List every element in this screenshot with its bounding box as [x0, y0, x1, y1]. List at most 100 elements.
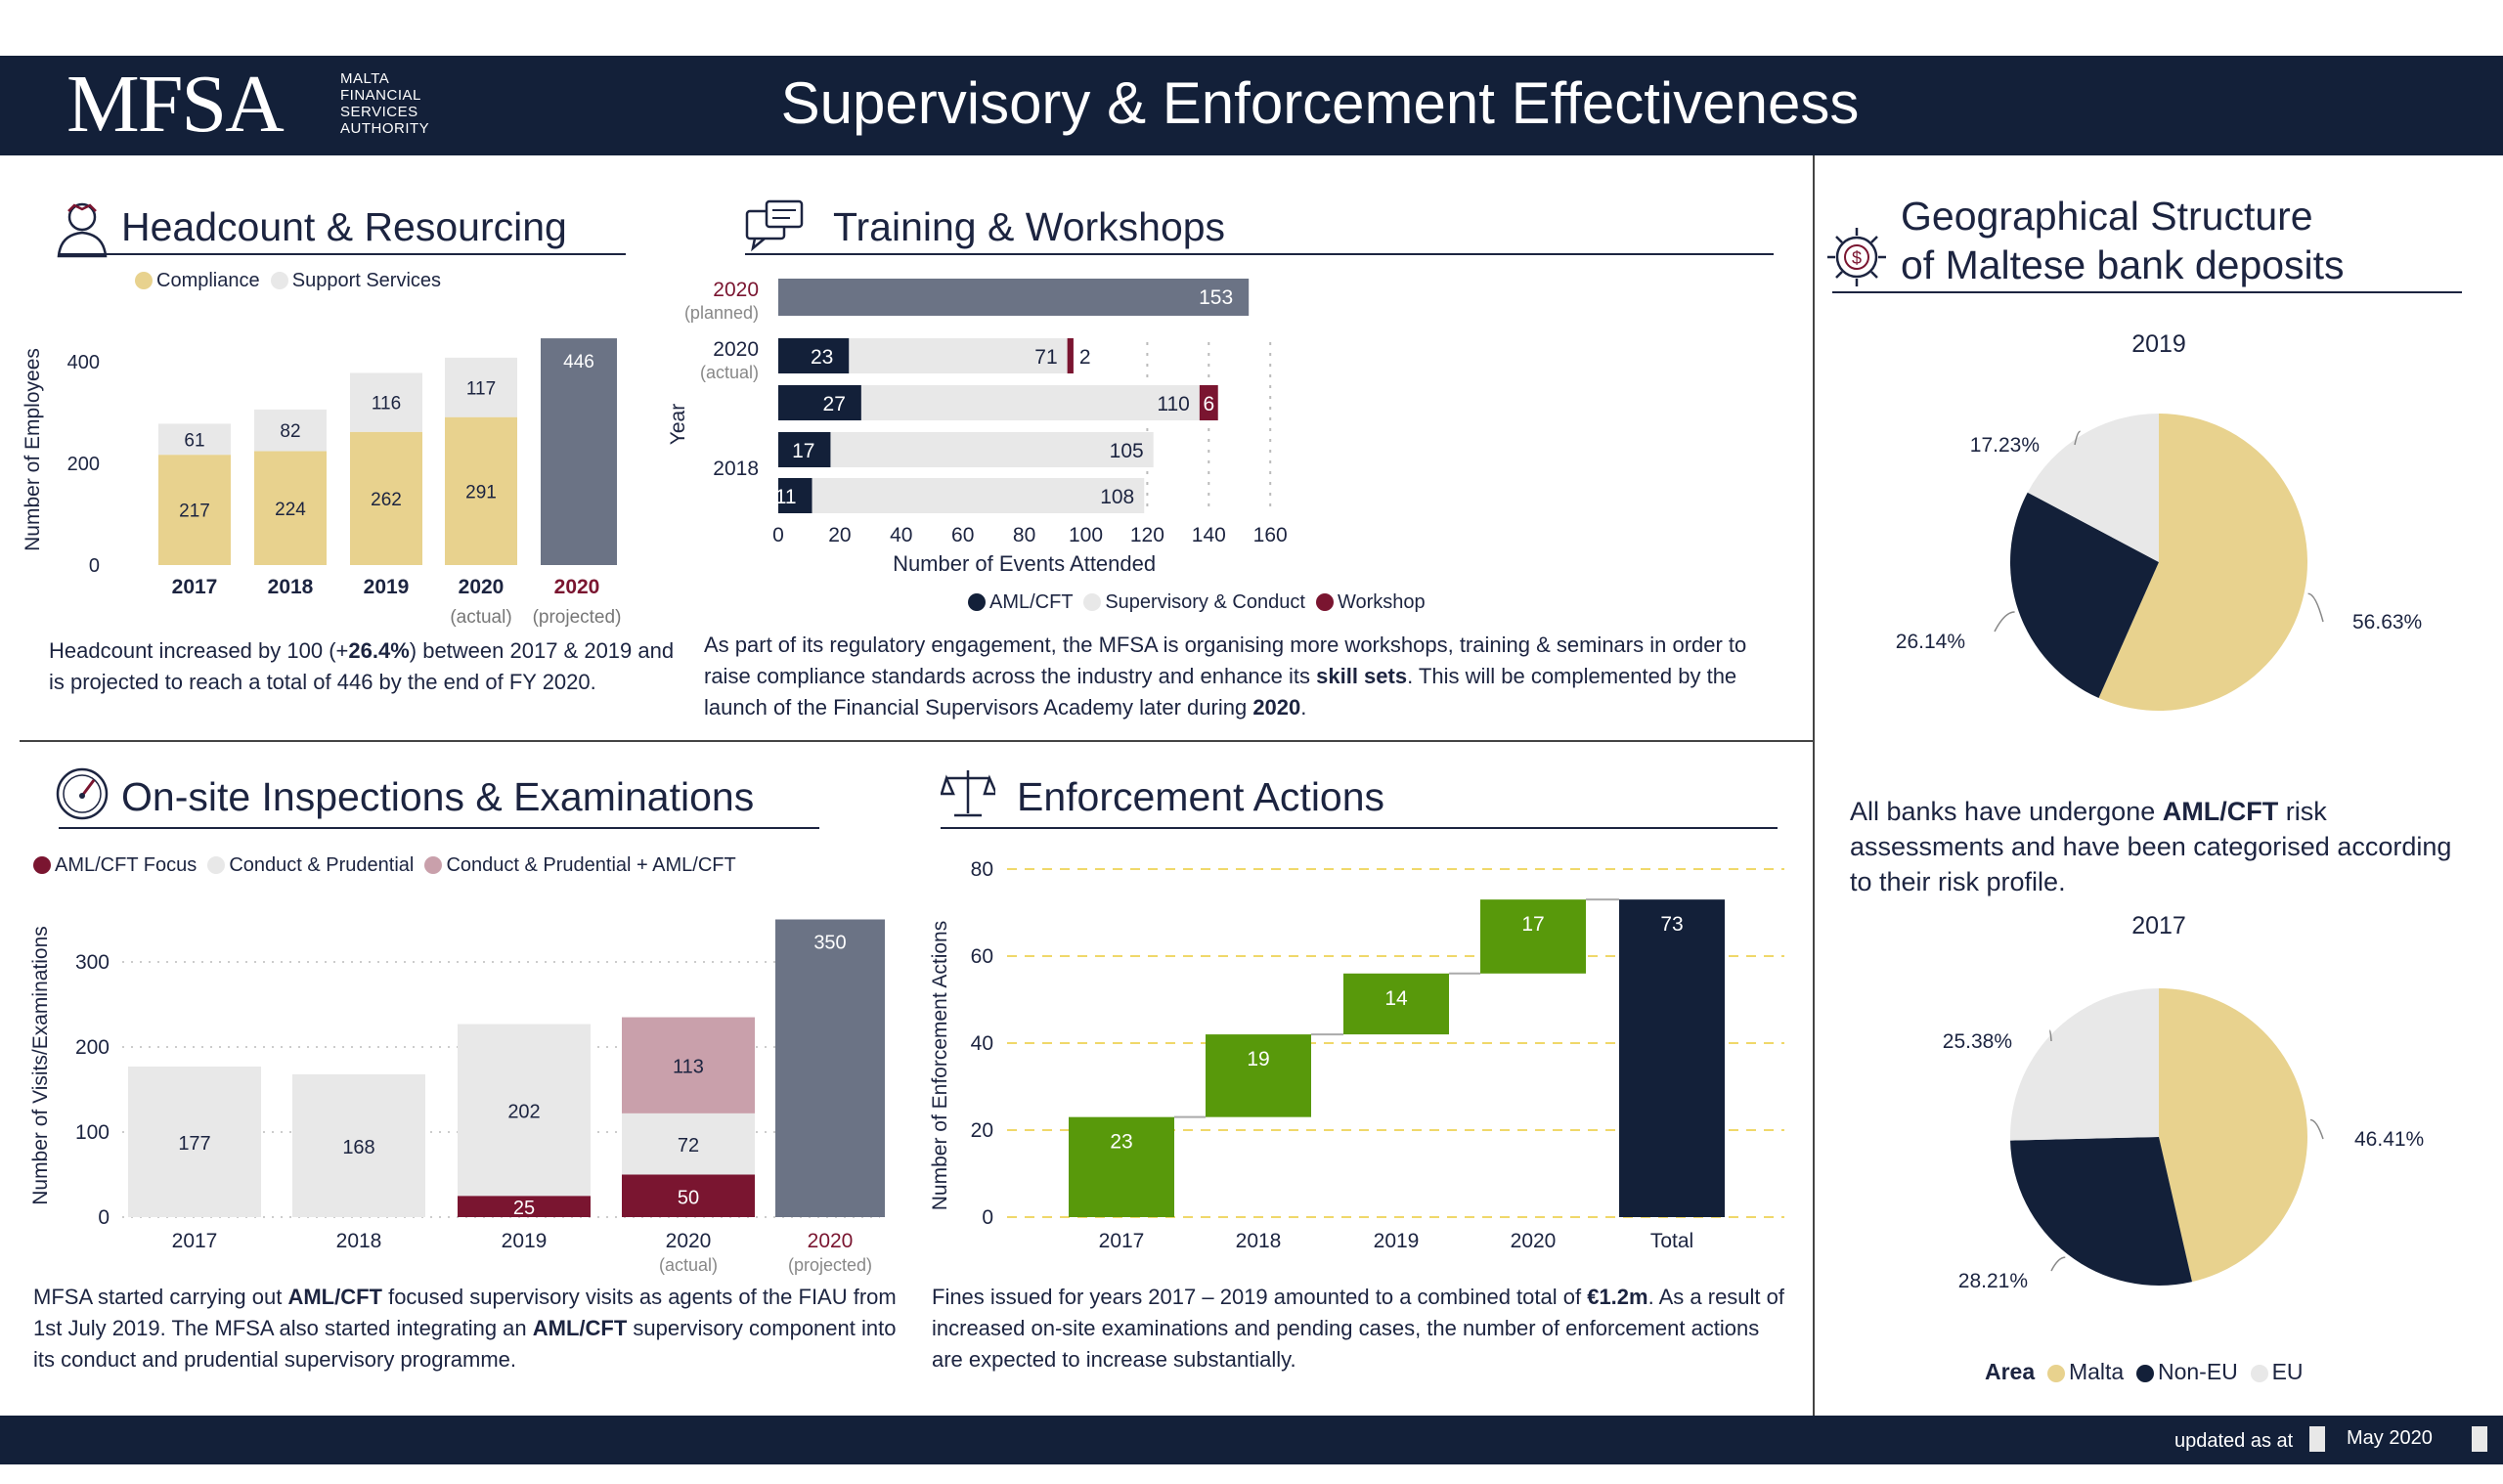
- x-tick-label: 2020: [666, 1230, 712, 1252]
- bar-label-compliance: 217: [179, 502, 210, 522]
- bar-support: [350, 372, 422, 432]
- bar-total: [1619, 899, 1725, 1217]
- bar-value-label: 2: [1079, 346, 1091, 369]
- bar-support: [158, 423, 231, 456]
- legend-label-noneu: Non-EU: [2157, 1359, 2238, 1384]
- bar-compliance: [158, 455, 231, 565]
- headcount-title-rule: [59, 253, 626, 255]
- legend-swatch-workshop: [1316, 593, 1334, 611]
- text-run: . This will be complemented by the launc…: [704, 664, 1737, 720]
- onsite-title: On-site Inspections & Examinations: [121, 774, 755, 819]
- bar-label-support: 61: [184, 430, 204, 451]
- bar-conduct: [458, 1024, 591, 1197]
- text-run-bold: AML/CFT: [532, 1316, 628, 1340]
- y-tick-label: 0: [982, 1206, 993, 1229]
- text-run: risk assessments and have been categoris…: [1850, 797, 2452, 896]
- legend-swatch-conduct-amlcft: [424, 856, 443, 874]
- updated-date: May 2020: [2347, 1427, 2433, 1449]
- gauge-icon: [56, 767, 109, 820]
- text-run: As part of its regulatory engagement, th…: [704, 633, 1747, 688]
- bar-support: [445, 357, 517, 417]
- bar-compliance: [254, 451, 327, 565]
- updated-label: updated as at: [2174, 1430, 2294, 1452]
- text-run-bold: €1.2m: [1587, 1285, 1648, 1309]
- pie-title: 2019: [2131, 330, 2186, 358]
- logo-sub-line: AUTHORITY: [340, 120, 430, 137]
- bar-conduct: [622, 1113, 755, 1175]
- bar-value-label: 168: [342, 1137, 374, 1158]
- bar-increment: [1069, 1116, 1174, 1217]
- svg-text:$: $: [1852, 248, 1862, 268]
- text-run: ) between 2017 & 2019 and is projected t…: [49, 638, 675, 694]
- y-tick-label: 2020: [713, 338, 759, 361]
- horizontal-divider: [20, 740, 1815, 742]
- geo-title-rule: [1832, 291, 2462, 293]
- bar-value-label: 113: [673, 1057, 704, 1078]
- y-axis-title: Year: [667, 404, 689, 445]
- logo-sub-line: FINANCIAL: [340, 87, 421, 104]
- legend-title: Area: [1985, 1359, 2036, 1384]
- bar-compliance: [445, 416, 517, 565]
- bar-value-label: 19: [1247, 1048, 1269, 1070]
- bar-increment: [1480, 899, 1586, 974]
- x-tick-label: 2020: [1511, 1230, 1557, 1252]
- legend-swatch-malta: [2046, 1365, 2065, 1382]
- legend-swatch-compliance: [135, 272, 153, 289]
- legend-swatch-conduct: [207, 856, 226, 874]
- text-run-bold: AML/CFT: [287, 1285, 382, 1309]
- text-run-bold: 26.4%: [348, 638, 410, 663]
- onsite-legend: AML/CFT Focus Conduct & Prudential Condu…: [33, 852, 736, 878]
- geo-legend: Area Malta Non-EU EU: [1985, 1359, 2304, 1385]
- bar-value-label: 350: [813, 933, 846, 954]
- x-tick-label: 2018: [336, 1230, 382, 1252]
- bar-conduct-amlcft: [622, 1017, 755, 1113]
- legend-swatch-support: [270, 272, 288, 289]
- pie-leader-line: [2048, 1029, 2052, 1042]
- x-tick-label: 2019: [1374, 1230, 1420, 1252]
- y-tick-label: 300: [75, 951, 110, 974]
- x-tick-label: Total: [1650, 1230, 1693, 1252]
- pie-slice-noneu: [2010, 492, 2159, 699]
- x-tick-label: 140: [1192, 524, 1226, 546]
- text-run: All banks have undergone: [1850, 797, 2163, 826]
- pie-slice-malta: [2098, 414, 2307, 711]
- x-tick-label: 2019: [364, 576, 410, 598]
- y-tick-label: 400: [67, 352, 100, 373]
- legend-label-amlcft-focus: AML/CFT Focus: [55, 854, 198, 876]
- footer-marker: [2472, 1426, 2487, 1452]
- y-tick-label: 0: [98, 1206, 110, 1229]
- bar-value-label: 105: [1110, 440, 1144, 462]
- y-tick-label: 200: [75, 1036, 110, 1059]
- x-tick-label: 2017: [172, 1230, 218, 1252]
- headcount-title: Headcount & Resourcing: [121, 204, 567, 249]
- x-tick-sublabel: (projected): [788, 1255, 872, 1275]
- text-run: Headcount increased by 100 (+: [49, 638, 349, 663]
- bar-value-label: 73: [1660, 913, 1683, 936]
- legend-label-support: Support Services: [291, 270, 442, 291]
- legend-label-supervisory: Supervisory & Conduct: [1105, 591, 1305, 613]
- pie-slice-eu: [2027, 414, 2159, 562]
- enforcement-chart: 0 20 40 60 80 Number of Enforcement Actions 23…: [929, 858, 1784, 1252]
- y-axis-title: Number of Visits/Examinations: [29, 926, 52, 1205]
- y-tick-label: 2018: [713, 458, 759, 480]
- onsite-chart: 0 100 200 300 Number of Visits/Examinations 1…: [29, 919, 885, 1275]
- training-legend: AML/CFT Supervisory & Conduct Workshop: [968, 589, 1426, 615]
- legend-label-compliance: Compliance: [156, 270, 260, 291]
- pie-label: 25.38%: [1943, 1030, 2012, 1053]
- pie-2017-chart: 2017 46.41% 28.21% 25.38%: [1943, 912, 2424, 1292]
- x-tick-label: 2017: [172, 576, 218, 598]
- bar-label-projected: 446: [563, 352, 594, 372]
- bar-label-planned: 153: [1199, 286, 1233, 309]
- x-tick-label: 60: [951, 524, 974, 546]
- bar-projected: [775, 919, 885, 1217]
- bar-conduct: [292, 1073, 425, 1217]
- legend-label-workshop: Workshop: [1338, 591, 1426, 613]
- logo-subtitle: MALTA FINANCIAL SERVICES AUTHORITY: [340, 70, 429, 137]
- bar-segment-supervisory: [830, 432, 1154, 467]
- x-tick-label: 20: [828, 524, 851, 546]
- x-tick-label: 2020: [554, 576, 600, 598]
- x-tick-label: 2020: [808, 1230, 854, 1252]
- text-run: MFSA started carrying out: [33, 1285, 288, 1309]
- y-tick-sublabel: (actual): [700, 363, 759, 382]
- pie-label: 46.41%: [2354, 1128, 2424, 1151]
